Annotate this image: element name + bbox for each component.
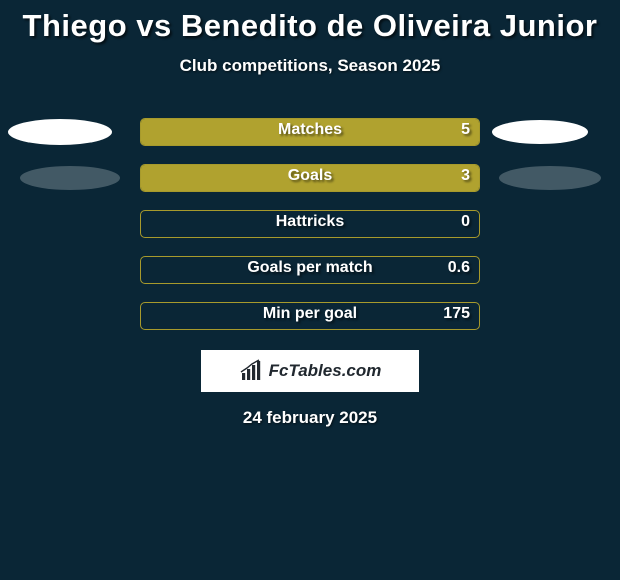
page-title: Thiego vs Benedito de Oliveira Junior (0, 0, 620, 44)
stat-bar-slot (140, 164, 480, 192)
snapshot-date: 24 february 2025 (0, 408, 620, 428)
right-player-marker (492, 120, 588, 144)
stat-row: Matches5 (0, 118, 620, 148)
stat-bar-fill (141, 165, 479, 191)
comparison-card: Thiego vs Benedito de Oliveira Junior Cl… (0, 0, 620, 580)
stat-bar-slot (140, 118, 480, 146)
stat-row: Goals3 (0, 164, 620, 194)
stat-row: Hattricks0 (0, 210, 620, 240)
page-subtitle: Club competitions, Season 2025 (0, 56, 620, 76)
stat-bar-slot (140, 210, 480, 238)
stat-row: Min per goal175 (0, 302, 620, 332)
stat-bar-slot (140, 256, 480, 284)
left-player-marker (8, 119, 112, 145)
stat-bar-slot (140, 302, 480, 330)
stat-row: Goals per match0.6 (0, 256, 620, 286)
stat-bar-fill (141, 119, 479, 145)
right-player-marker (499, 166, 601, 190)
chart-icon (239, 359, 263, 383)
stat-rows: Matches5 Goals3 Hattricks0 Goals per match0… (0, 118, 620, 332)
source-logo[interactable]: FcTables.com (201, 350, 419, 392)
left-player-marker (20, 166, 120, 190)
logo-text: FcTables.com (269, 361, 382, 381)
